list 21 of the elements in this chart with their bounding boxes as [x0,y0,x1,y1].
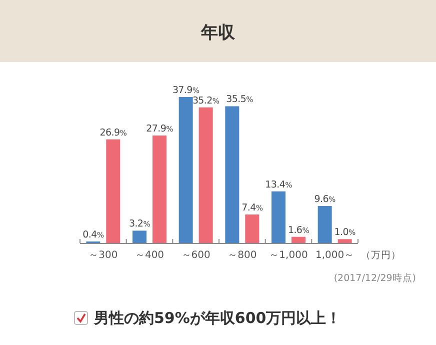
x-tick-label: ～300 [88,250,118,261]
x-tick-label: ～400 [134,250,164,261]
bar [152,136,166,243]
text: (2017/12/29時点) [334,272,416,284]
x-tick-label: 1,000～ [316,250,354,261]
text: 男性の約59%が年収600万円以上！ [93,309,342,327]
x-tick-label: ～600 [181,250,210,261]
x-axis-title: （万円） [361,250,401,261]
bar [245,214,260,243]
bar [178,97,193,243]
bar [292,236,306,243]
bar [225,106,240,243]
bar [132,230,146,243]
bar [318,206,332,243]
bar [272,191,286,243]
bar [106,139,120,243]
bar [198,107,213,243]
x-tick-label: ～800 [228,250,257,261]
chart-title: 年収 [200,23,236,43]
bar [338,239,352,243]
x-tick-label: ～1,000 [269,250,308,261]
